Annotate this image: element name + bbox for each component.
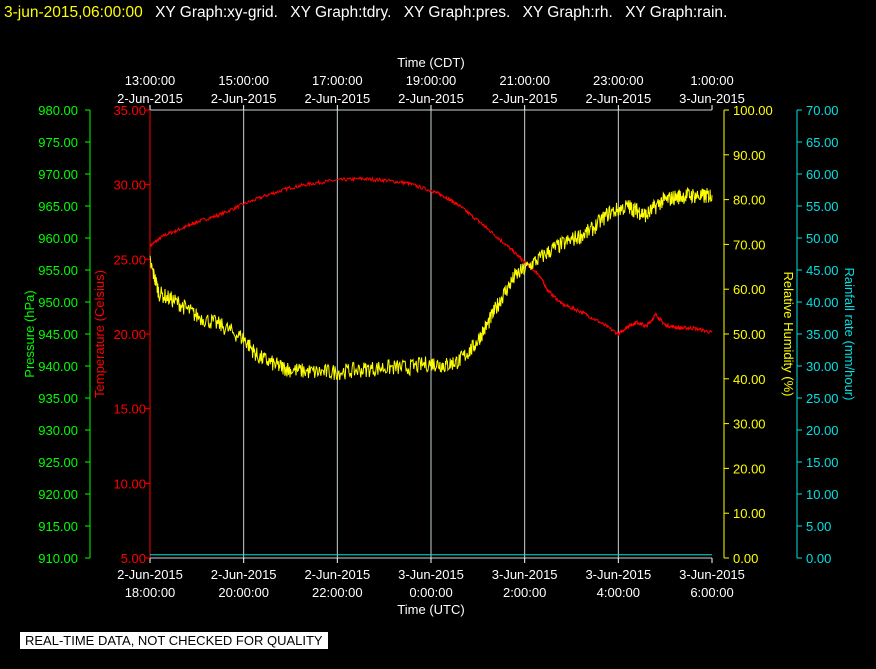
rain-tick-label: 70.00	[806, 103, 839, 118]
pressure-tick-label: 945.00	[38, 327, 78, 342]
rain-tick-label: 50.00	[806, 231, 839, 246]
pressure-tick-label: 930.00	[38, 423, 78, 438]
header-label-tdry: XY Graph:tdry.	[290, 4, 392, 21]
pressure-axis-title: Pressure (hPa)	[22, 290, 37, 377]
pressure-tick-label: 920.00	[38, 487, 78, 502]
quality-notice: REAL-TIME DATA, NOT CHECKED FOR QUALITY	[20, 632, 328, 649]
pressure-tick-label: 955.00	[38, 263, 78, 278]
x-bottom-tick-label-date: 3-Jun-2015	[398, 567, 464, 582]
header-label-grid: XY Graph:xy-grid.	[155, 4, 278, 21]
humidity-tick-label: 90.00	[733, 148, 766, 163]
x-top-tick-label-time: 1:00:00	[690, 73, 733, 88]
rain-tick-label: 0.00	[806, 551, 831, 566]
header-label-rh: XY Graph:rh.	[522, 4, 613, 21]
pressure-tick-label: 935.00	[38, 391, 78, 406]
x-bottom-tick-label-time: 6:00:00	[690, 585, 733, 600]
rain-axis-title: Rainfall rate (mm/hour)	[842, 268, 857, 401]
rain-tick-label: 15.00	[806, 455, 839, 470]
x-bottom-tick-label-time: 2:00:00	[503, 585, 546, 600]
x-top-tick-label-date: 2-Jun-2015	[585, 91, 651, 106]
pressure-tick-label: 950.00	[38, 295, 78, 310]
header-label-rain: XY Graph:rain.	[625, 4, 728, 21]
x-top-tick-label-time: 17:00:00	[312, 73, 363, 88]
x-bottom-tick-label-date: 2-Jun-2015	[304, 567, 370, 582]
temperature-tick-label: 30.00	[113, 178, 146, 193]
rain-tick-label: 10.00	[806, 487, 839, 502]
x-top-tick-label-time: 23:00:00	[593, 73, 644, 88]
humidity-tick-label: 60.00	[733, 282, 766, 297]
pressure-tick-label: 915.00	[38, 519, 78, 534]
x-top-tick-label-date: 2-Jun-2015	[398, 91, 464, 106]
rain-tick-label: 5.00	[806, 519, 831, 534]
x-bottom-tick-label-date: 3-Jun-2015	[585, 567, 651, 582]
rain-tick-label: 40.00	[806, 295, 839, 310]
humidity-tick-label: 10.00	[733, 506, 766, 521]
x-bottom-tick-label-date: 2-Jun-2015	[211, 567, 277, 582]
humidity-axis-title: Relative Humidity (%)	[781, 272, 796, 397]
x-bottom-tick-label-date: 3-Jun-2015	[679, 567, 745, 582]
rain-tick-label: 35.00	[806, 327, 839, 342]
x-top-tick-label-date: 3-Jun-2015	[679, 91, 745, 106]
temperature-tick-label: 20.00	[113, 327, 146, 342]
x-bottom-tick-label-time: 20:00:00	[218, 585, 269, 600]
humidity-tick-label: 20.00	[733, 461, 766, 476]
humidity-tick-label: 40.00	[733, 372, 766, 387]
header-label-pres: XY Graph:pres.	[403, 4, 511, 21]
x-top-tick-label-time: 21:00:00	[499, 73, 550, 88]
x-top-tick-label-time: 13:00:00	[125, 73, 176, 88]
pressure-tick-label: 970.00	[38, 167, 78, 182]
rain-tick-label: 60.00	[806, 167, 839, 182]
x-top-tick-label-date: 2-Jun-2015	[492, 91, 558, 106]
x-top-tick-label-date: 2-Jun-2015	[304, 91, 370, 106]
humidity-tick-label: 70.00	[733, 237, 766, 252]
pressure-tick-label: 980.00	[38, 103, 78, 118]
graph-header: 3-jun-2015,06:00:00 XY Graph:xy-grid. XY…	[4, 3, 727, 23]
x-bottom-tick-label-time: 4:00:00	[597, 585, 640, 600]
humidity-tick-label: 50.00	[733, 327, 766, 342]
temperature-tick-label: 15.00	[113, 402, 146, 417]
pressure-tick-label: 965.00	[38, 199, 78, 214]
humidity-tick-label: 0.00	[733, 551, 758, 566]
pressure-tick-label: 925.00	[38, 455, 78, 470]
temperature-tick-label: 25.00	[113, 252, 146, 267]
rain-tick-label: 45.00	[806, 263, 839, 278]
temperature-tick-label: 5.00	[121, 551, 146, 566]
x-top-tick-label-time: 19:00:00	[406, 73, 457, 88]
rain-tick-label: 25.00	[806, 391, 839, 406]
rain-tick-label: 55.00	[806, 199, 839, 214]
pressure-tick-label: 960.00	[38, 231, 78, 246]
temperature-tick-label: 35.00	[113, 103, 146, 118]
pressure-tick-label: 975.00	[38, 135, 78, 150]
x-top-tick-label-date: 2-Jun-2015	[117, 91, 183, 106]
temperature-tick-label: 10.00	[113, 476, 146, 491]
humidity-tick-label: 30.00	[733, 417, 766, 432]
x-bottom-tick-label-time: 22:00:00	[312, 585, 363, 600]
humidity-series-line	[149, 186, 713, 381]
humidity-tick-label: 100.00	[733, 103, 773, 118]
x-bottom-tick-label-time: 18:00:00	[125, 585, 176, 600]
rain-tick-label: 20.00	[806, 423, 839, 438]
x-bottom-tick-label-time: 0:00:00	[409, 585, 452, 600]
timestamp-label: 3-jun-2015,06:00:00	[4, 4, 143, 21]
temperature-axis-title: Temperature (Celsius)	[92, 270, 107, 398]
temperature-series-line	[149, 176, 713, 336]
rain-tick-label: 30.00	[806, 359, 839, 374]
pressure-tick-label: 910.00	[38, 551, 78, 566]
x-bottom-tick-label-date: 3-Jun-2015	[492, 567, 558, 582]
humidity-tick-label: 80.00	[733, 193, 766, 208]
pressure-tick-label: 940.00	[38, 359, 78, 374]
x-bottom-axis-title: Time (UTC)	[397, 602, 464, 617]
x-top-tick-label-time: 15:00:00	[218, 73, 269, 88]
x-top-axis-title: Time (CDT)	[397, 55, 464, 70]
rain-tick-label: 65.00	[806, 135, 839, 150]
x-bottom-tick-label-date: 2-Jun-2015	[117, 567, 183, 582]
x-top-tick-label-date: 2-Jun-2015	[211, 91, 277, 106]
